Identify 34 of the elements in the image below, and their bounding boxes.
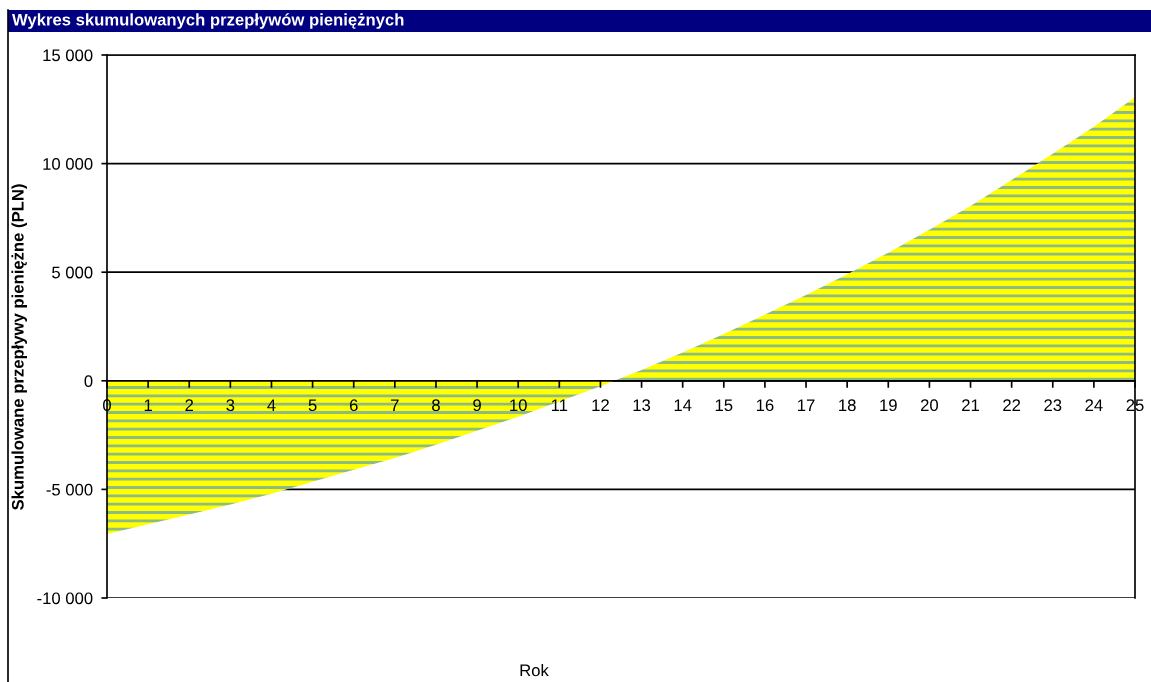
x-tick-label: 8	[432, 399, 440, 412]
x-tick-label: 15	[715, 399, 733, 412]
y-tick-label: 15 000	[43, 49, 93, 62]
x-tick-label: 1	[144, 399, 152, 411]
x-tick-label: 24	[1085, 399, 1103, 411]
x-tick-label: 19	[880, 399, 897, 412]
y-tick-label: 10 000	[43, 158, 93, 170]
x-tick-label: 7	[391, 399, 399, 411]
x-tick-label: 0	[103, 399, 111, 412]
x-tick-label: 22	[1003, 399, 1021, 411]
x-tick-label: 21	[962, 399, 979, 411]
x-tick-label: 20	[920, 399, 939, 412]
x-tick-label: 11	[551, 399, 568, 411]
y-tick-label: 5 000	[52, 266, 93, 279]
x-tick-label: 5	[308, 399, 317, 412]
x-tick-label: 23	[1044, 399, 1062, 412]
y-axis-title: Skumulowane przepływy pieniężne (PLN)	[11, 184, 27, 510]
x-tick-label: 18	[839, 399, 856, 412]
y-tick-label: 0	[84, 375, 93, 387]
x-tick-label: 17	[798, 399, 815, 411]
x-tick-label: 12	[592, 399, 609, 411]
x-tick-label: 10	[510, 399, 527, 412]
x-tick-label: 16	[756, 399, 774, 412]
x-axis-title: Rok	[520, 664, 549, 677]
x-tick-label: 4	[267, 399, 276, 411]
x-tick-label: 14	[674, 399, 692, 411]
x-tick-label: 13	[633, 399, 651, 412]
y-tick-label: -10 000	[37, 592, 93, 605]
chart-title: Wykres skumulowanych przepływów pieniężnych	[12, 13, 404, 29]
x-tick-label: 9	[473, 399, 481, 412]
x-tick-label: 3	[226, 399, 235, 412]
x-tick-label: 6	[349, 399, 358, 412]
y-tick-label: -5 000	[46, 483, 93, 496]
x-tick-label: 2	[185, 399, 194, 411]
